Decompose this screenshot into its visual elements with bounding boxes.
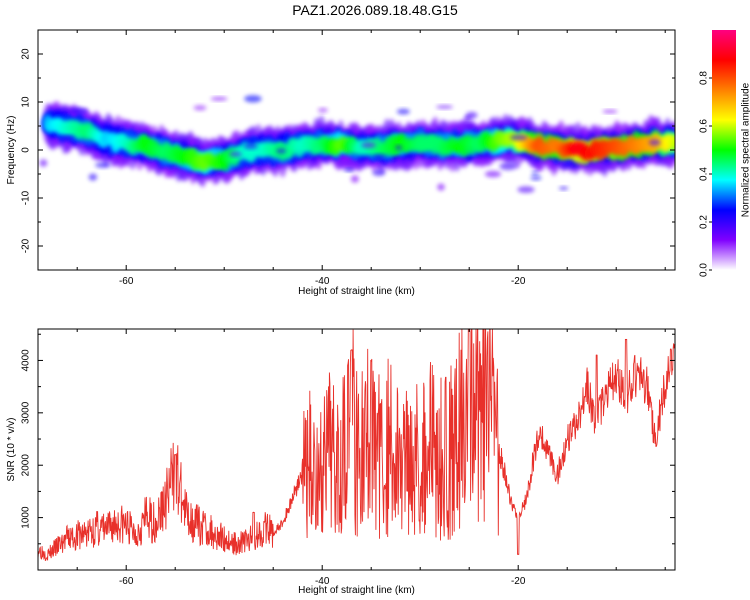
heatmap-cell — [61, 135, 74, 141]
y-tick-label: -10 — [21, 190, 32, 205]
y-tick-label: 0 — [21, 147, 32, 153]
heatmap-cell — [39, 159, 48, 167]
heatmap-cell — [466, 122, 474, 130]
heatmap-cell — [669, 139, 675, 152]
heatmap-cell — [243, 137, 256, 144]
heatmap-cell — [396, 108, 410, 115]
heatmap-cell — [531, 171, 539, 175]
snr-peak-point — [351, 349, 353, 351]
colorbar — [712, 30, 736, 270]
snr-peak-point — [517, 553, 519, 555]
heatmap-cell — [69, 107, 88, 115]
heatmap-cell — [464, 115, 472, 119]
heatmap-cell — [190, 140, 200, 146]
heatmap-cell — [463, 117, 473, 122]
y-tick-label: -20 — [21, 238, 32, 253]
heatmap-cell — [350, 175, 359, 183]
snr-peak-point — [174, 454, 176, 456]
heatmap-cell — [499, 162, 517, 171]
x-tick-label: -20 — [511, 576, 526, 587]
heatmap-cell — [602, 109, 618, 114]
snr-frame — [37, 328, 676, 571]
colorbar-tick-label: 0.4 — [699, 167, 710, 181]
y-tick-label: 2000 — [21, 454, 32, 477]
snr-peak-point — [596, 354, 598, 356]
heatmap-cell — [510, 134, 528, 141]
heatmap-cell — [345, 130, 353, 136]
heatmap-cell — [530, 175, 542, 181]
colorbar-tick-label: 0.0 — [699, 263, 710, 277]
heatmap-cell — [648, 139, 661, 146]
heatmap-cell — [559, 161, 575, 169]
heatmap-cell — [317, 108, 328, 113]
heatmap-layer — [42, 114, 675, 172]
figure-title: PAZ1.2026.089.18.48.G15 — [292, 2, 458, 18]
heatmap-cell — [193, 105, 207, 111]
snr-peak-point — [625, 338, 627, 341]
x-tick-label: -60 — [119, 576, 134, 587]
x-tick-label: -40 — [315, 576, 330, 587]
y-tick-label: 10 — [21, 96, 32, 108]
x-tick-label: -40 — [315, 276, 330, 287]
heatmap-cell — [436, 105, 453, 109]
heatmap-cells — [39, 95, 675, 194]
heatmap-cell — [210, 96, 228, 101]
y-tick-label: 3000 — [21, 401, 32, 424]
heatmap-cell — [395, 145, 403, 150]
heatmap-cell — [372, 154, 387, 160]
heatmap-x-axis-label: Height of straight line (km) — [298, 286, 415, 297]
snr-x-axis-label: Height of straight line (km) — [298, 585, 415, 596]
heatmap-cell — [372, 169, 386, 177]
heatmap-cell — [243, 143, 258, 150]
y-tick-label: 1000 — [21, 506, 32, 529]
heatmap-cell — [558, 186, 569, 191]
colorbar-tick-label: 0.2 — [699, 215, 710, 229]
heatmap-cell — [343, 168, 354, 172]
x-tick-label: -60 — [119, 276, 134, 287]
heatmap-cell — [276, 148, 287, 154]
x-tick-label: -20 — [511, 276, 526, 287]
colorbar-tick-label: 0.6 — [699, 119, 710, 133]
colorbar-tick-label: 0.8 — [699, 71, 710, 85]
snr-series-line — [38, 329, 675, 561]
snr-y-axis-label: SNR (10 * v/v) — [6, 418, 17, 482]
heatmap-y-axis-label: Frequency (Hz) — [6, 116, 17, 185]
heatmap-cell — [95, 162, 111, 168]
heatmap-cell — [437, 183, 445, 191]
colorbar-label: Normalized spectral amplitude — [741, 82, 750, 217]
heatmap-cell — [484, 170, 502, 178]
heatmap-cell — [517, 186, 535, 194]
heatmap-cell — [244, 95, 262, 103]
y-tick-label: 20 — [21, 48, 32, 60]
y-tick-label: 4000 — [21, 349, 32, 372]
heatmap-cell — [93, 152, 100, 159]
heatmap-cell — [361, 142, 376, 148]
heatmap-cell — [229, 151, 242, 157]
snr-peak-point — [253, 511, 255, 513]
heatmap-cell — [88, 173, 98, 181]
heatmap-cell — [147, 133, 155, 138]
